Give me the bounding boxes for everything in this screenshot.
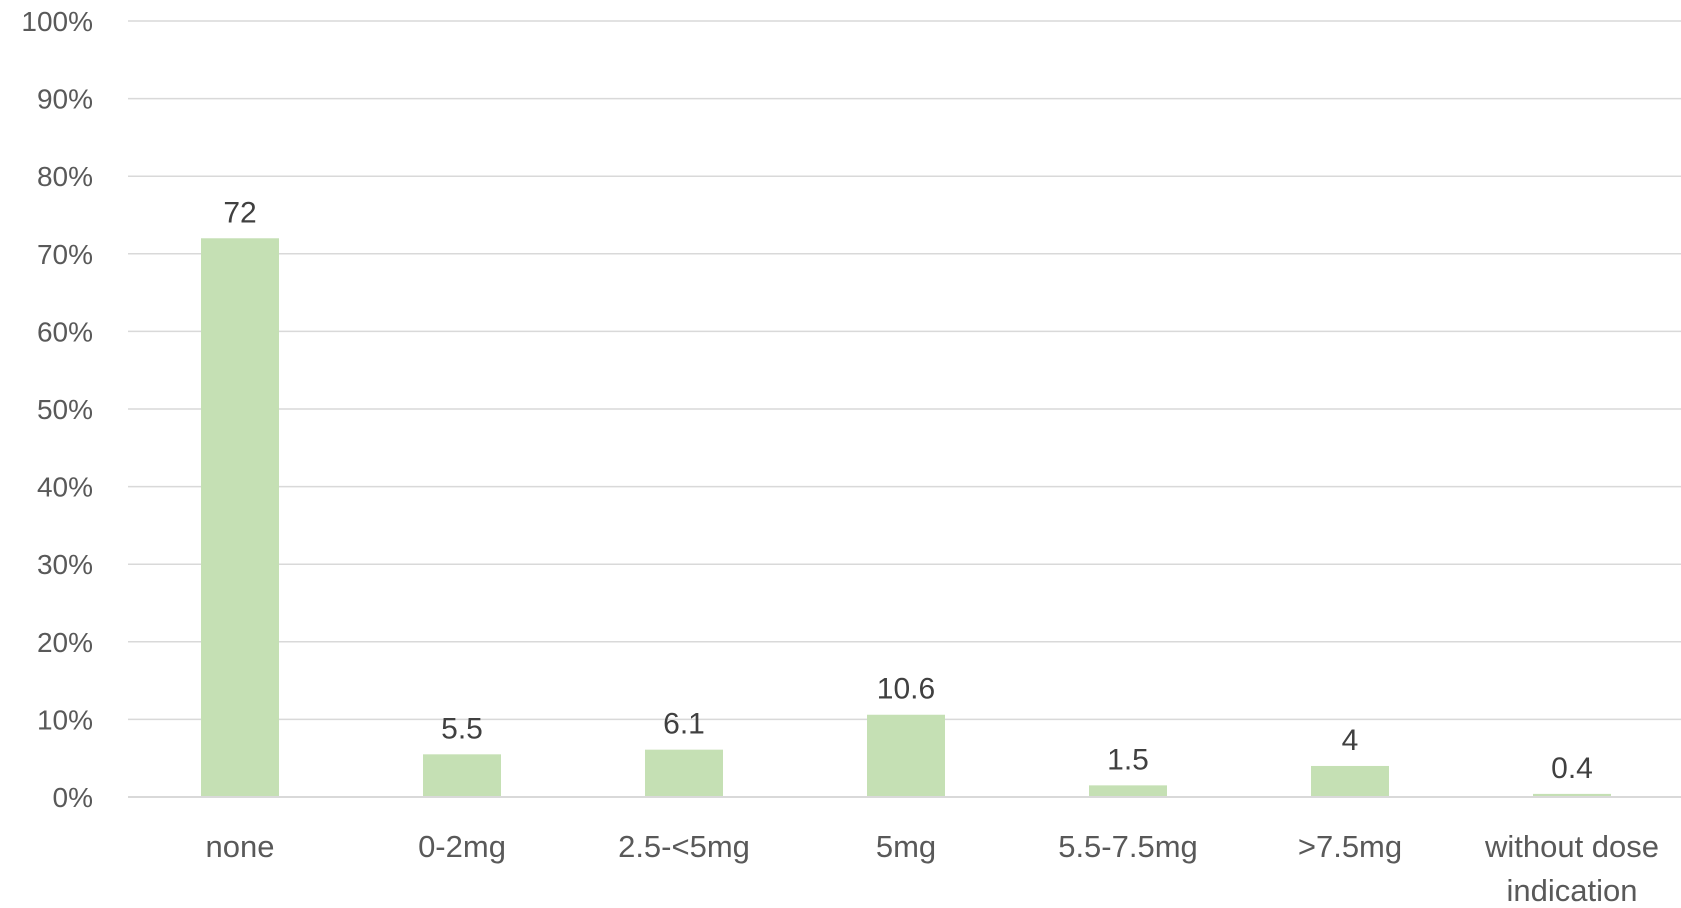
x-category-label: 5mg: [876, 829, 936, 864]
y-tick-label: 90%: [37, 84, 93, 115]
bar: [423, 754, 501, 797]
data-label: 72: [223, 196, 256, 229]
bar: [867, 714, 945, 797]
y-axis-tick-labels: 0% 10% 20% 30% 40% 50% 60% 70% 80% 90% 100%: [21, 6, 93, 813]
bar: [201, 238, 279, 797]
y-tick-label: 100%: [21, 6, 93, 37]
gridlines: [128, 20, 1681, 721]
x-category-label: 0-2mg: [418, 829, 506, 864]
bar: [1089, 785, 1167, 797]
y-tick-label: 20%: [37, 627, 93, 658]
bar: [1533, 793, 1611, 797]
bars: [201, 238, 1611, 797]
y-tick-label: 70%: [37, 239, 93, 270]
y-tick-label: 60%: [37, 316, 93, 347]
data-label: 6.1: [663, 708, 705, 741]
y-tick-label: 30%: [37, 549, 93, 580]
y-tick-label: 0%: [53, 782, 93, 813]
y-tick-label: 10%: [37, 704, 93, 735]
bar: [1311, 765, 1389, 797]
x-category-label: none: [206, 829, 275, 864]
x-axis-category-labels: none 0-2mg 2.5-<5mg 5mg 5.5-7.5mg >7.5mg witho…: [206, 829, 1660, 908]
data-label: 4: [1342, 724, 1359, 757]
bar: [645, 749, 723, 797]
data-label: 1.5: [1107, 743, 1149, 776]
x-category-label: >7.5mg: [1298, 829, 1402, 864]
x-category-label: without dose indication: [1484, 829, 1659, 908]
y-tick-label: 80%: [37, 161, 93, 192]
data-labels: 72 5.5 6.1 10.6 1.5 4 0.4: [223, 196, 1593, 785]
y-tick-label: 40%: [37, 472, 93, 503]
y-tick-label: 50%: [37, 394, 93, 425]
data-label: 0.4: [1551, 752, 1593, 785]
data-label: 5.5: [441, 712, 483, 745]
x-category-label: 5.5-7.5mg: [1058, 829, 1198, 864]
x-category-label: 2.5-<5mg: [618, 829, 750, 864]
data-label: 10.6: [877, 673, 935, 706]
